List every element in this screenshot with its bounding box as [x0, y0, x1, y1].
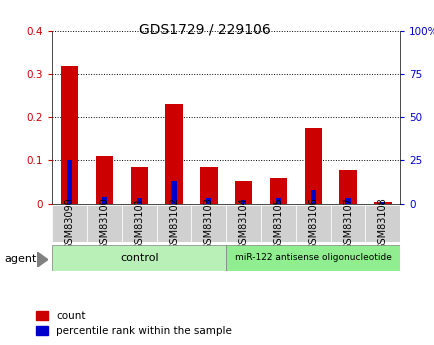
Bar	[130, 167, 148, 204]
FancyBboxPatch shape	[191, 205, 226, 241]
Bar	[379, 202, 385, 204]
Text: GSM83104: GSM83104	[238, 197, 248, 250]
Text: GSM83108: GSM83108	[377, 197, 387, 250]
Bar	[136, 198, 141, 204]
Text: GSM83106: GSM83106	[308, 197, 317, 250]
Text: miR-122 antisense oligonucleotide: miR-122 antisense oligonucleotide	[234, 253, 391, 263]
Bar	[102, 197, 107, 204]
Bar	[95, 156, 113, 204]
Bar	[67, 160, 72, 204]
FancyBboxPatch shape	[226, 245, 399, 271]
FancyBboxPatch shape	[365, 205, 399, 241]
FancyBboxPatch shape	[226, 205, 260, 241]
Bar	[200, 167, 217, 204]
FancyBboxPatch shape	[87, 205, 122, 241]
FancyBboxPatch shape	[156, 205, 191, 241]
Text: GSM83102: GSM83102	[169, 197, 178, 250]
Text: GSM83100: GSM83100	[99, 197, 109, 250]
FancyBboxPatch shape	[260, 205, 295, 241]
Text: GDS1729 / 229106: GDS1729 / 229106	[138, 22, 270, 37]
Text: control: control	[120, 253, 158, 263]
Legend: count, percentile rank within the sample: count, percentile rank within the sample	[36, 311, 232, 336]
Text: agent: agent	[4, 255, 36, 264]
FancyBboxPatch shape	[330, 205, 365, 241]
Bar	[345, 198, 350, 204]
Bar	[234, 181, 252, 204]
Text: GSM83105: GSM83105	[273, 197, 283, 250]
Bar	[165, 104, 182, 204]
Bar	[310, 190, 315, 204]
Text: GSM83090: GSM83090	[65, 197, 74, 250]
Bar	[240, 200, 246, 204]
Bar	[304, 128, 321, 204]
Text: GSM83103: GSM83103	[204, 197, 213, 250]
Bar	[275, 198, 280, 204]
Bar	[206, 198, 211, 204]
Bar	[339, 170, 356, 204]
FancyBboxPatch shape	[122, 205, 156, 241]
Polygon shape	[37, 252, 48, 267]
Bar	[171, 181, 176, 204]
Text: GSM83107: GSM83107	[342, 197, 352, 250]
FancyBboxPatch shape	[52, 205, 87, 241]
Bar	[61, 66, 78, 204]
FancyBboxPatch shape	[52, 245, 226, 271]
Text: GSM83101: GSM83101	[134, 197, 144, 250]
Bar	[269, 178, 286, 204]
Bar	[373, 202, 391, 204]
FancyBboxPatch shape	[295, 205, 330, 241]
